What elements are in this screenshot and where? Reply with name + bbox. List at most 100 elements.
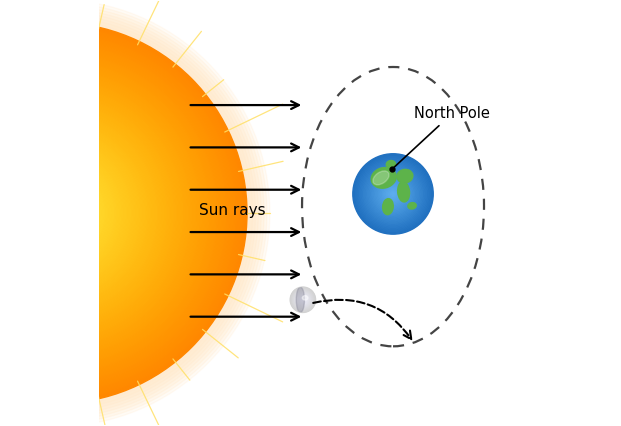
- Ellipse shape: [371, 167, 396, 188]
- Circle shape: [4, 161, 109, 265]
- Circle shape: [292, 289, 314, 311]
- Circle shape: [23, 180, 90, 246]
- Circle shape: [0, 125, 145, 301]
- Circle shape: [0, 115, 154, 311]
- Circle shape: [297, 294, 309, 306]
- Circle shape: [0, 82, 188, 344]
- Circle shape: [381, 182, 405, 206]
- Ellipse shape: [397, 182, 410, 202]
- Circle shape: [33, 189, 80, 237]
- Circle shape: [298, 295, 307, 304]
- Circle shape: [40, 196, 73, 230]
- Ellipse shape: [408, 203, 416, 209]
- Circle shape: [30, 187, 83, 239]
- Circle shape: [301, 298, 305, 302]
- Circle shape: [0, 30, 240, 396]
- Circle shape: [0, 25, 245, 401]
- Circle shape: [296, 293, 309, 306]
- Circle shape: [0, 39, 230, 387]
- FancyArrowPatch shape: [313, 300, 411, 339]
- Circle shape: [16, 173, 97, 253]
- Circle shape: [374, 175, 412, 213]
- Circle shape: [0, 35, 235, 391]
- Circle shape: [0, 94, 176, 332]
- Circle shape: [371, 173, 414, 216]
- Ellipse shape: [383, 199, 393, 215]
- Circle shape: [0, 87, 183, 339]
- Circle shape: [0, 42, 228, 384]
- Circle shape: [52, 208, 61, 218]
- Circle shape: [0, 23, 247, 403]
- Circle shape: [7, 163, 107, 263]
- Circle shape: [295, 292, 310, 308]
- Circle shape: [14, 170, 99, 256]
- Circle shape: [366, 167, 420, 221]
- Ellipse shape: [386, 161, 396, 168]
- Ellipse shape: [296, 287, 304, 312]
- Circle shape: [0, 99, 171, 327]
- Circle shape: [0, 141, 128, 285]
- Circle shape: [384, 184, 402, 203]
- Circle shape: [0, 56, 214, 370]
- Circle shape: [392, 193, 394, 195]
- Circle shape: [355, 156, 430, 231]
- Circle shape: [300, 297, 306, 303]
- Circle shape: [0, 92, 178, 334]
- Circle shape: [2, 158, 111, 268]
- Ellipse shape: [397, 170, 413, 183]
- Circle shape: [0, 108, 161, 318]
- Circle shape: [293, 290, 312, 309]
- Circle shape: [0, 106, 164, 320]
- Circle shape: [47, 204, 66, 222]
- Circle shape: [45, 201, 68, 225]
- Circle shape: [363, 164, 422, 224]
- Circle shape: [11, 168, 102, 258]
- Circle shape: [25, 182, 88, 244]
- Circle shape: [0, 54, 216, 372]
- Circle shape: [292, 290, 313, 310]
- Circle shape: [0, 123, 147, 303]
- Circle shape: [301, 297, 306, 302]
- Circle shape: [0, 137, 133, 289]
- Circle shape: [19, 175, 94, 251]
- Circle shape: [0, 27, 242, 399]
- Circle shape: [0, 66, 204, 360]
- Circle shape: [0, 149, 121, 277]
- Circle shape: [358, 159, 428, 229]
- Circle shape: [301, 298, 304, 301]
- Circle shape: [302, 299, 304, 300]
- Circle shape: [383, 183, 404, 204]
- Circle shape: [0, 63, 207, 363]
- Circle shape: [0, 156, 114, 270]
- Ellipse shape: [302, 296, 308, 300]
- Circle shape: [368, 169, 419, 219]
- Text: North Pole: North Pole: [394, 106, 490, 167]
- Circle shape: [388, 189, 399, 199]
- Circle shape: [0, 127, 142, 299]
- Circle shape: [0, 49, 221, 377]
- Circle shape: [0, 70, 199, 356]
- Circle shape: [376, 176, 410, 211]
- Circle shape: [0, 147, 123, 279]
- Circle shape: [379, 181, 406, 207]
- Circle shape: [365, 166, 421, 222]
- Circle shape: [0, 44, 225, 382]
- Circle shape: [37, 194, 76, 232]
- Ellipse shape: [373, 171, 389, 185]
- Circle shape: [291, 288, 315, 311]
- Circle shape: [0, 144, 125, 282]
- Circle shape: [0, 153, 116, 273]
- Circle shape: [361, 162, 425, 226]
- Circle shape: [0, 113, 156, 313]
- Circle shape: [0, 89, 180, 337]
- Circle shape: [0, 72, 197, 354]
- Circle shape: [0, 130, 140, 296]
- Circle shape: [354, 155, 432, 233]
- Circle shape: [50, 206, 64, 220]
- Circle shape: [0, 46, 223, 380]
- Text: Sun rays: Sun rays: [199, 203, 266, 219]
- Circle shape: [292, 288, 314, 311]
- Circle shape: [42, 199, 71, 227]
- Circle shape: [362, 163, 424, 225]
- Circle shape: [0, 84, 185, 342]
